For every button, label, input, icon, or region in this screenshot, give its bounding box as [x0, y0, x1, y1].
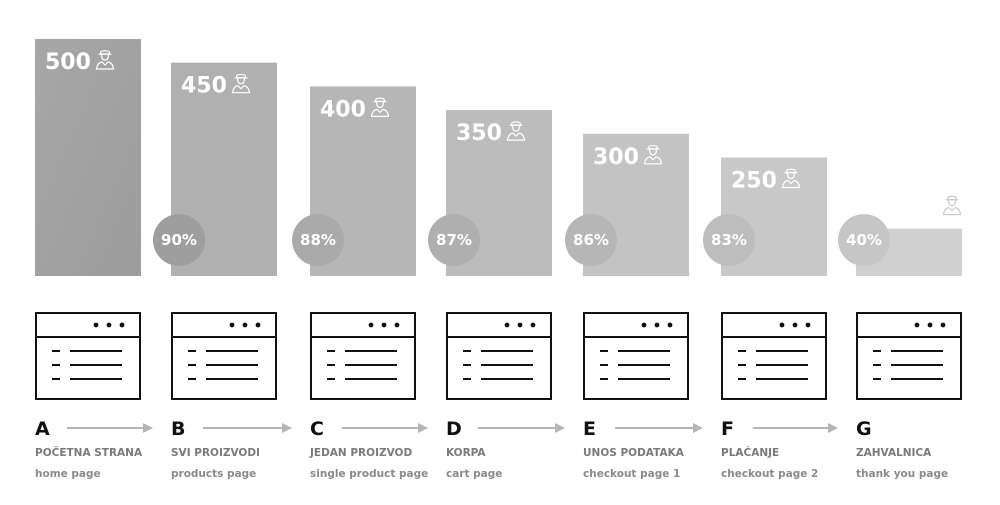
user-icon — [231, 73, 251, 94]
arrow-right-icon — [67, 423, 153, 433]
conversion-rate-label: 90% — [161, 231, 197, 249]
step-sub: checkout page 1 — [583, 468, 680, 480]
user-icon — [942, 195, 962, 216]
step-letter: B — [171, 418, 185, 440]
step-sub: thank you page — [856, 468, 948, 480]
pages-layer — [35, 312, 962, 400]
bar-value-label: 500 — [45, 50, 91, 75]
step-name: UNOS PODATAKA — [583, 447, 685, 459]
step-name: ZAHVALNICA — [856, 447, 932, 459]
step-name: KORPA — [446, 447, 486, 459]
step-name: PLAĆANJE — [721, 446, 779, 459]
user-icon — [506, 121, 526, 141]
conversion-badge — [428, 214, 480, 266]
step-sub: products page — [171, 468, 256, 480]
bar-value-label: 350 — [456, 121, 502, 146]
funnel-bar — [35, 39, 141, 276]
user-icon — [95, 50, 115, 70]
browser-window-icon — [856, 312, 962, 400]
conversion-badge — [292, 214, 344, 266]
conversion-rate-label: 86% — [573, 231, 609, 249]
conversion-rate-label: 88% — [300, 231, 336, 249]
step-letter: F — [721, 418, 734, 440]
bar-value-label: 450 — [181, 74, 227, 99]
bar-value-label: 100 — [892, 196, 938, 221]
conversion-badge — [838, 214, 890, 266]
user-icon — [370, 97, 390, 118]
browser-window-icon — [35, 312, 141, 400]
step-name: POČETNA STRANA — [35, 446, 143, 459]
arrow-right-icon — [478, 423, 565, 433]
step-name: SVI PROIZVODI — [171, 447, 260, 459]
browser-window-icon — [583, 312, 689, 400]
arrow-right-icon — [615, 423, 703, 433]
step-letter: G — [856, 418, 872, 440]
bar-value-label: 250 — [731, 169, 777, 194]
step-letter: D — [446, 418, 462, 440]
browser-window-icon — [310, 312, 416, 400]
labels-layer: A POČETNA STRANA home page B SVI PROIZVODI pr… — [35, 418, 948, 480]
arrow-right-icon — [342, 423, 428, 433]
step-name: JEDAN PROIZVOD — [309, 447, 412, 459]
arrow-right-icon — [753, 423, 838, 433]
step-sub: home page — [35, 468, 101, 480]
browser-window-icon — [171, 312, 277, 400]
step-sub: cart page — [446, 468, 502, 480]
step-letter: A — [35, 418, 50, 440]
badges-layer: 90% 88% 87% 86% 83% 40% — [153, 214, 890, 266]
bar-value-label: 400 — [320, 97, 366, 122]
conversion-badge — [703, 214, 755, 266]
step-sub: single product page — [310, 468, 428, 480]
arrow-right-icon — [203, 423, 292, 433]
conversion-badge — [153, 214, 205, 266]
step-letter: E — [583, 418, 596, 440]
browser-window-icon — [721, 312, 827, 400]
user-icon — [643, 144, 663, 165]
step-letter: C — [310, 418, 324, 440]
conversion-badge — [565, 214, 617, 266]
browser-window-icon — [446, 312, 552, 400]
conversion-rate-label: 40% — [846, 231, 882, 249]
user-icon — [781, 168, 801, 189]
step-sub: checkout page 2 — [721, 468, 818, 480]
bar-value-label: 300 — [593, 145, 639, 170]
conversion-rate-label: 83% — [711, 231, 747, 249]
conversion-rate-label: 87% — [436, 231, 472, 249]
